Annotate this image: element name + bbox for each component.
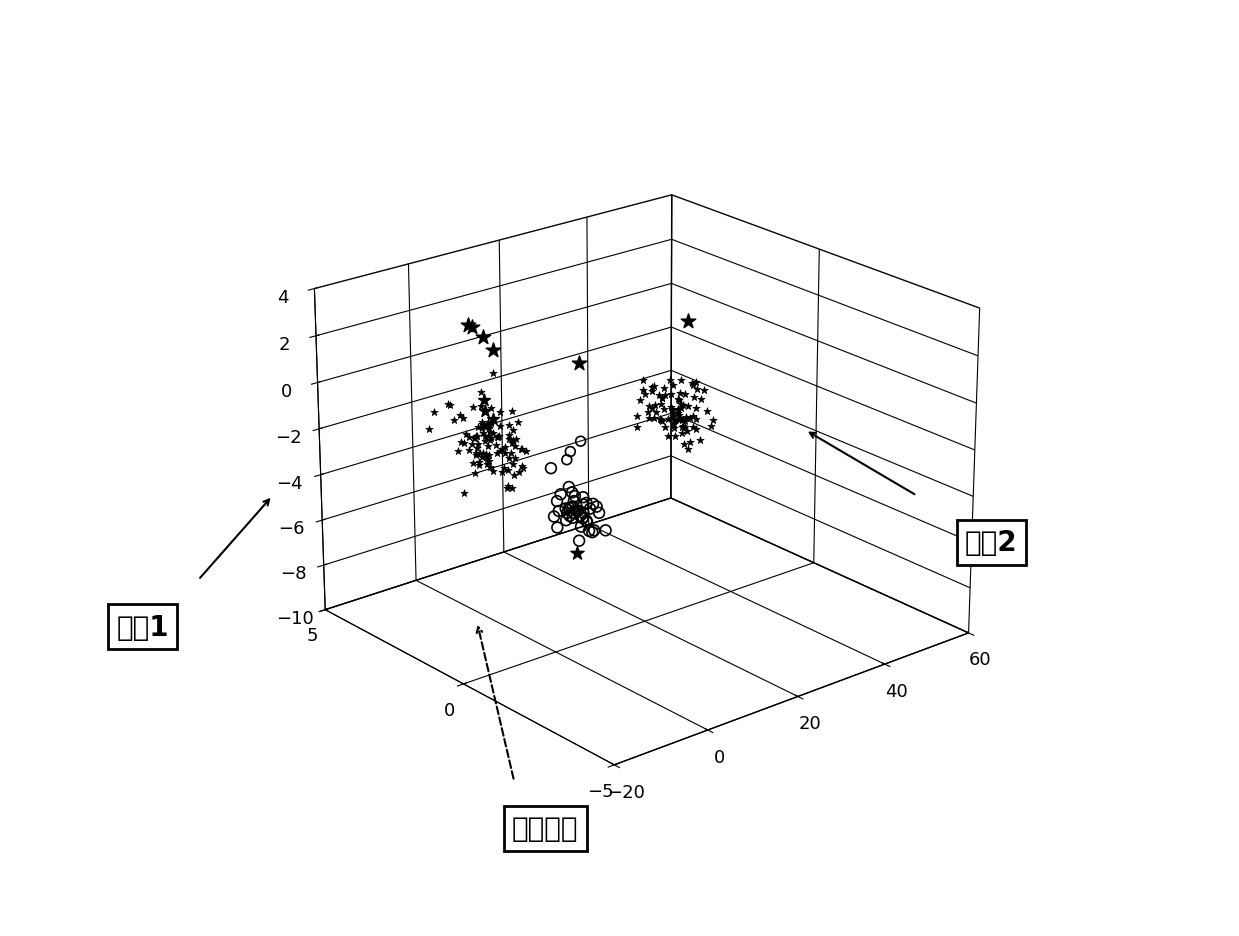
Text: 材料本身: 材料本身 xyxy=(512,814,579,842)
Text: 缺降2: 缺降2 xyxy=(965,529,1017,557)
Text: 缺降1: 缺降1 xyxy=(116,613,169,641)
